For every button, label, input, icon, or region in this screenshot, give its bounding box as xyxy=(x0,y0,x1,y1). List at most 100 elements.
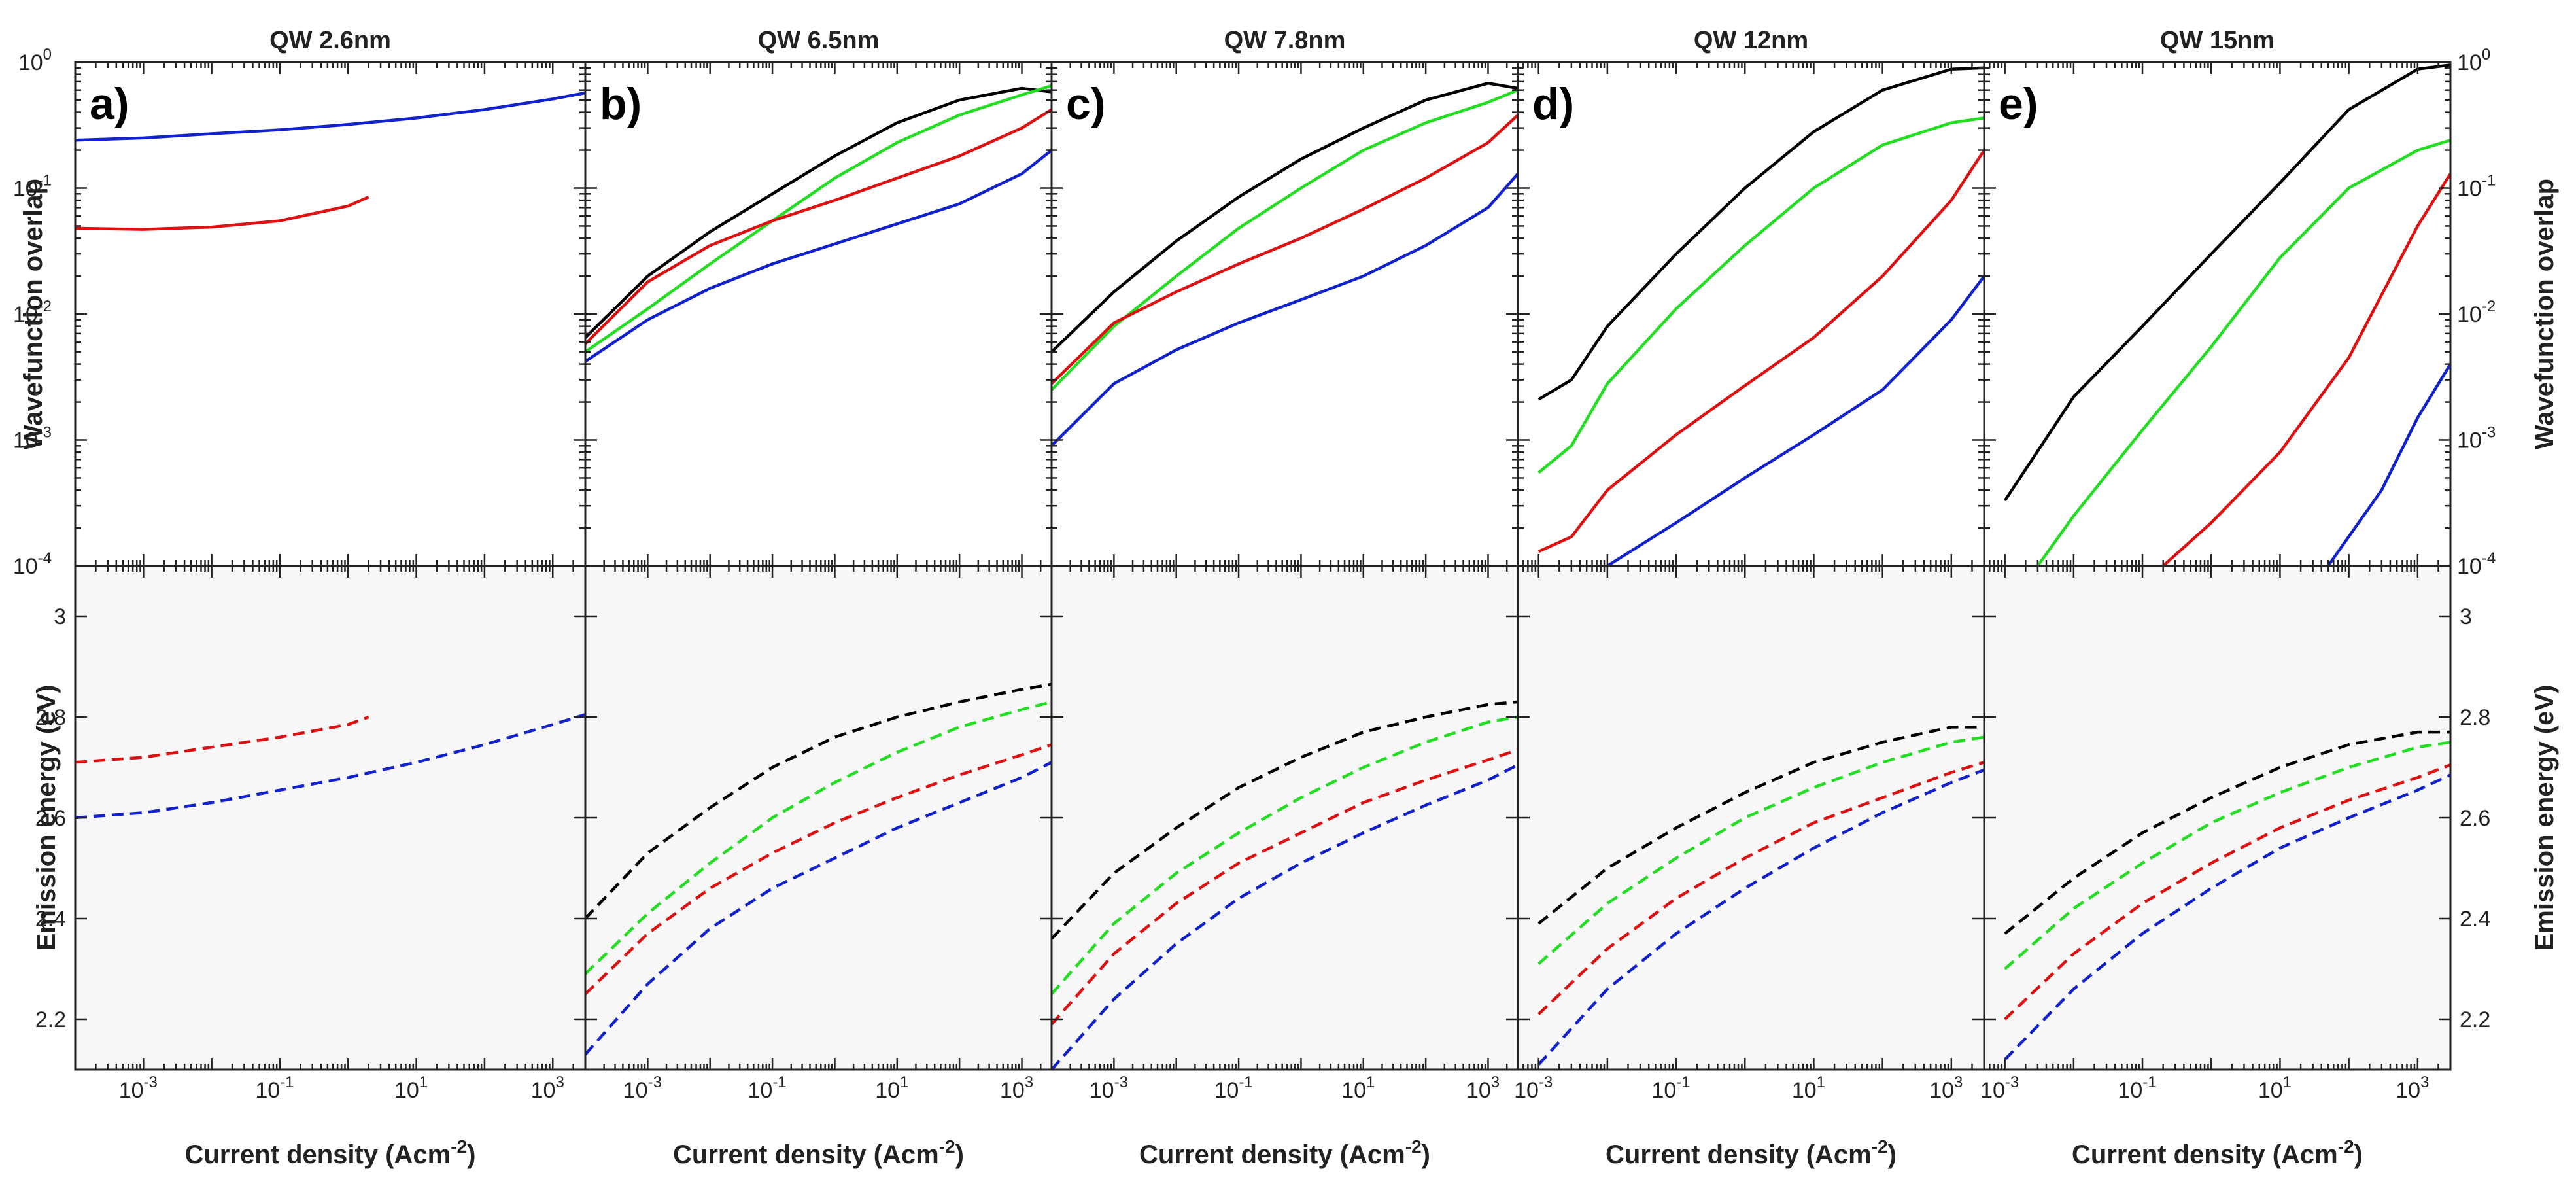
y-tick-label-right: 10-3 xyxy=(2457,424,2496,453)
energy-curve-green xyxy=(1537,735,1984,965)
panel-label: c) xyxy=(1066,79,1105,129)
overlap-curve-black xyxy=(1537,66,1984,401)
overlap-curve-blue xyxy=(585,149,1052,363)
energy-panel-background xyxy=(1518,566,1984,1070)
x-axis-label: Current density (Acm-2) xyxy=(1606,1136,1897,1169)
energy-curve-green xyxy=(1052,715,1518,995)
y-tick-label-right: 3 xyxy=(2460,604,2472,629)
overlap-curve-red xyxy=(1052,114,1518,385)
panel-label: e) xyxy=(1999,79,2038,129)
x-axis-label: Current density (Acm-2) xyxy=(673,1136,964,1169)
overlap-panel-frame xyxy=(1517,61,1985,567)
energy-curve-black xyxy=(1052,700,1518,940)
energy-curve-black xyxy=(2004,730,2450,935)
x-tick-label: 10-3 xyxy=(119,1074,158,1103)
energy-curve-blue xyxy=(2004,773,2450,1061)
overlap-curve-black xyxy=(585,86,1052,339)
x-tick-label: 10-1 xyxy=(2118,1074,2156,1103)
energy-panel-background xyxy=(75,566,585,1070)
x-tick-label: 10-3 xyxy=(1514,1074,1553,1103)
y-tick-label-left: 2.8 xyxy=(35,705,66,730)
x-tick-label: 101 xyxy=(394,1074,428,1103)
y-tick-label-left: 10-1 xyxy=(13,172,52,201)
x-tick-label: 101 xyxy=(2258,1074,2292,1103)
x-tick-label: 103 xyxy=(1000,1074,1033,1103)
panel-label: a) xyxy=(90,79,129,129)
x-tick-label: 10-1 xyxy=(747,1074,786,1103)
energy-panel-background xyxy=(1984,566,2450,1070)
x-tick-label: 10-1 xyxy=(1214,1074,1252,1103)
overlap-curve-green xyxy=(2036,139,2450,566)
energy-curve-red xyxy=(75,715,369,764)
x-tick-label: 103 xyxy=(1929,1074,1963,1103)
panel-title: QW 6.5nm xyxy=(758,27,880,54)
overlap-panel-frame xyxy=(1050,61,1519,567)
x-tick-label: 103 xyxy=(1466,1074,1500,1103)
y-tick-label-right: 2.6 xyxy=(2460,806,2490,831)
energy-curve-blue xyxy=(1537,768,1984,1066)
overlap-curve-blue xyxy=(75,91,585,142)
overlap-curve-green xyxy=(1052,88,1518,391)
overlap-curve-green xyxy=(585,84,1052,353)
overlap-curve-black xyxy=(2003,63,2450,502)
panel-title: QW 2.6nm xyxy=(269,27,391,54)
y-tick-label-right: 10-2 xyxy=(2457,298,2496,327)
panel-title: QW 15nm xyxy=(2160,27,2275,54)
x-axis-label: Current density (Acm-2) xyxy=(185,1136,476,1169)
y-axis-label-right: Emission energy (eV) xyxy=(2530,685,2559,951)
x-tick-label: 103 xyxy=(2396,1074,2429,1103)
energy-curve-black xyxy=(585,682,1052,920)
overlap-curve-red xyxy=(585,108,1052,345)
energy-curve-blue xyxy=(75,713,585,820)
y-tick-label-left: 10-3 xyxy=(13,424,52,453)
overlap-curve-blue xyxy=(1606,275,1984,566)
y-tick-label-right: 2.2 xyxy=(2460,1007,2490,1032)
y-axis-label-left: Wavefunction overlap xyxy=(19,179,48,449)
y-tick-label-left: 10-2 xyxy=(13,298,52,327)
energy-panel-background xyxy=(585,566,1052,1070)
energy-curve-blue xyxy=(585,761,1052,1056)
x-tick-label: 101 xyxy=(875,1074,908,1103)
x-tick-label: 103 xyxy=(531,1074,564,1103)
energy-curve-red xyxy=(1052,748,1518,1026)
overlap-curve-red xyxy=(75,196,369,231)
x-tick-label: 10-1 xyxy=(1651,1074,1690,1103)
overlap-curve-red xyxy=(2162,173,2450,566)
panel-label: d) xyxy=(1532,79,1574,129)
energy-curve-red xyxy=(1537,761,1984,1015)
y-tick-label-right: 2.4 xyxy=(2460,907,2490,932)
x-tick-label: 10-3 xyxy=(623,1074,662,1103)
overlap-curve-red xyxy=(1537,149,1984,553)
x-tick-label: 10-1 xyxy=(255,1074,294,1103)
y-tick-label-left: 2.4 xyxy=(35,907,66,932)
y-tick-label-left: 10-4 xyxy=(13,550,52,579)
x-tick-label: 101 xyxy=(1792,1074,1825,1103)
y-tick-label-right: 10-4 xyxy=(2457,550,2496,579)
overlap-curve-green xyxy=(1537,116,1984,474)
y-tick-label-right: 10-1 xyxy=(2457,172,2496,201)
overlap-curve-blue xyxy=(1052,173,1518,447)
y-tick-label-right: 2.8 xyxy=(2460,705,2490,730)
energy-curve-red xyxy=(585,743,1052,996)
energy-curve-green xyxy=(585,700,1052,975)
y-tick-label-left: 100 xyxy=(18,46,52,75)
overlap-curve-black xyxy=(1052,81,1518,353)
panel-title: QW 12nm xyxy=(1694,27,1808,54)
y-tick-label-left: 2.2 xyxy=(35,1007,66,1032)
y-axis-label-left: Emission energy (eV) xyxy=(32,685,61,951)
panel-label: b) xyxy=(600,79,642,129)
overlap-curve-blue xyxy=(2327,363,2450,566)
x-axis-label: Current density (Acm-2) xyxy=(2072,1136,2363,1169)
x-tick-label: 101 xyxy=(1341,1074,1375,1103)
overlap-panel-frame xyxy=(584,61,1053,567)
energy-curve-red xyxy=(2004,763,2450,1021)
x-axis-label: Current density (Acm-2) xyxy=(1139,1136,1430,1169)
y-tick-label-left: 2.6 xyxy=(35,806,66,831)
panel-title: QW 7.8nm xyxy=(1224,27,1346,54)
energy-panel-frame xyxy=(1983,565,2452,1071)
x-tick-label: 10-3 xyxy=(1090,1074,1128,1103)
energy-curve-black xyxy=(1537,726,1984,925)
y-tick-label-right: 100 xyxy=(2457,46,2490,75)
x-tick-label: 10-3 xyxy=(1980,1074,2019,1103)
